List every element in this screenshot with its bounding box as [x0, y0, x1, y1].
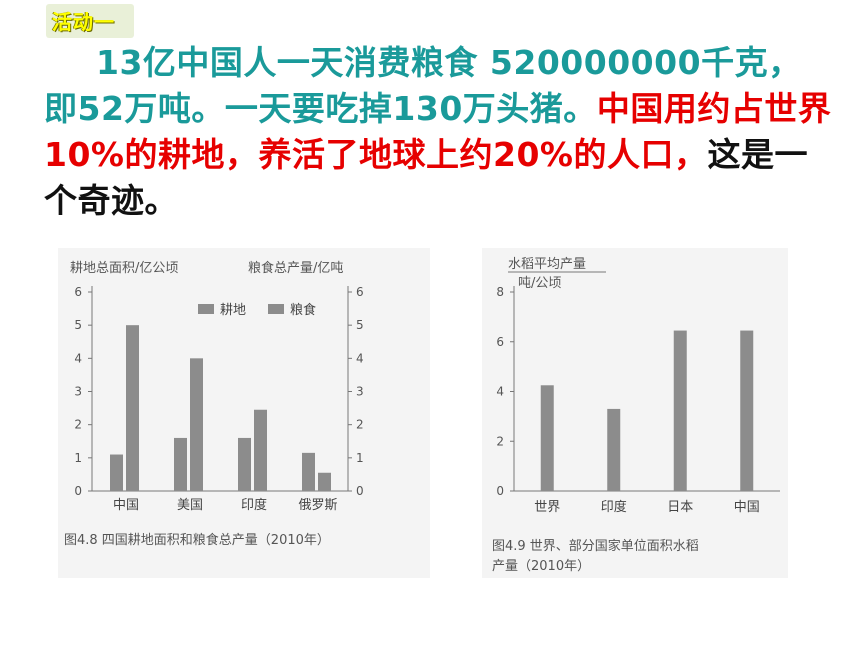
chart-panel-1: 耕地总面积/亿公顷 粮食总产量/亿吨 图4.8 四国耕地面积和粮食总产量（201…: [58, 248, 430, 578]
chart1-ytick-label-left: 0: [74, 484, 82, 498]
chart2-bar: [740, 330, 754, 491]
chart1-legend-swatch: [268, 304, 284, 314]
chart1-bar: [190, 358, 203, 491]
paragraph-part3: 这是一个奇迹。: [44, 135, 808, 220]
chart2-xtick-label: 世界: [534, 500, 560, 515]
chart1-xtick-label: 印度: [241, 497, 267, 513]
chart1-bar: [126, 325, 139, 491]
paragraph-part2: 中国用约占世界10%的耕地，养活了地球上约20%的人口，: [44, 89, 832, 174]
chart1-ytick-label-right: 3: [356, 385, 364, 399]
chart2-ytick-label: 8: [496, 285, 504, 299]
chart1-xtick-label: 俄罗斯: [298, 498, 337, 513]
chart1-ytick-label-left: 1: [74, 451, 82, 465]
chart1-ylabel-left: 耕地总面积/亿公顷: [70, 260, 178, 276]
chart2-ytick-label: 4: [496, 385, 504, 399]
chart1-ytick-label-right: 4: [356, 351, 364, 365]
chart1-ytick-label-right: 5: [356, 318, 364, 332]
chart1-ytick-label-right: 1: [356, 451, 364, 465]
chart2-caption-line2: 产量（2010年）: [492, 559, 590, 574]
chart1-ytick-label-right: 0: [356, 484, 364, 498]
chart2-ylabel-line2: 吨/公顷: [518, 276, 561, 291]
chart1-xtick-label: 美国: [177, 498, 203, 513]
chart2-xtick-label: 日本: [667, 500, 693, 515]
chart2-ytick-label: 2: [496, 434, 504, 448]
chart1-bar: [302, 452, 315, 491]
chart2-caption-line1: 图4.9 世界、部分国家单位面积水稻: [492, 538, 699, 554]
chart2-bar: [673, 330, 687, 491]
chart1-legend-label: 粮食: [290, 302, 316, 318]
chart1-legend-swatch: [198, 304, 214, 314]
chart1-ytick-label-left: 5: [74, 318, 82, 332]
chart1-bar: [238, 437, 251, 491]
chart1-ytick-label-left: 6: [74, 285, 82, 299]
paragraph-part1: 13亿中国人一天消费粮食 520000000千克，即52万吨。一天要吃掉130万…: [44, 43, 802, 128]
chart1-bar: [174, 437, 187, 491]
chart1-bar: [254, 409, 267, 491]
chart1-ytick-label-right: 6: [356, 285, 364, 299]
chart2-bar: [607, 408, 621, 491]
activity-badge: [46, 4, 134, 38]
chart-rice-yield: 水稻平均产量 吨/公顷 图4.9 世界、部分国家单位面积水稻 产量（2010年）…: [492, 257, 780, 574]
chart-panel-2: 水稻平均产量 吨/公顷 图4.9 世界、部分国家单位面积水稻 产量（2010年）…: [482, 248, 788, 578]
chart1-legend-label: 耕地: [220, 302, 246, 318]
chart2-bar: [540, 385, 554, 491]
chart1-ytick-label-left: 2: [74, 418, 82, 432]
chart1-ytick-label-left: 4: [74, 351, 82, 365]
chart1-ytick-label-left: 3: [74, 385, 82, 399]
activity-badge-label: 活动一: [52, 10, 115, 34]
chart-farmland-grain: 耕地总面积/亿公顷 粮食总产量/亿吨 图4.8 四国耕地面积和粮食总产量（201…: [64, 260, 364, 548]
chart2-xtick-label: 中国: [734, 500, 760, 515]
intro-paragraph: 13亿中国人一天消费粮食 520000000千克，即52万吨。一天要吃掉130万…: [44, 40, 834, 224]
chart1-bar: [110, 454, 123, 491]
chart1-ytick-label-right: 2: [356, 418, 364, 432]
chart1-xtick-label: 中国: [113, 498, 139, 513]
chart2-ylabel-line1: 水稻平均产量: [508, 257, 586, 272]
chart1-ylabel-right: 粮食总产量/亿吨: [248, 260, 343, 276]
chart2-ytick-label: 0: [496, 484, 504, 498]
chart2-xtick-label: 印度: [601, 499, 627, 515]
chart1-caption: 图4.8 四国耕地面积和粮食总产量（2010年）: [64, 532, 330, 548]
chart2-ytick-label: 6: [496, 335, 504, 349]
chart1-bar: [318, 472, 331, 491]
